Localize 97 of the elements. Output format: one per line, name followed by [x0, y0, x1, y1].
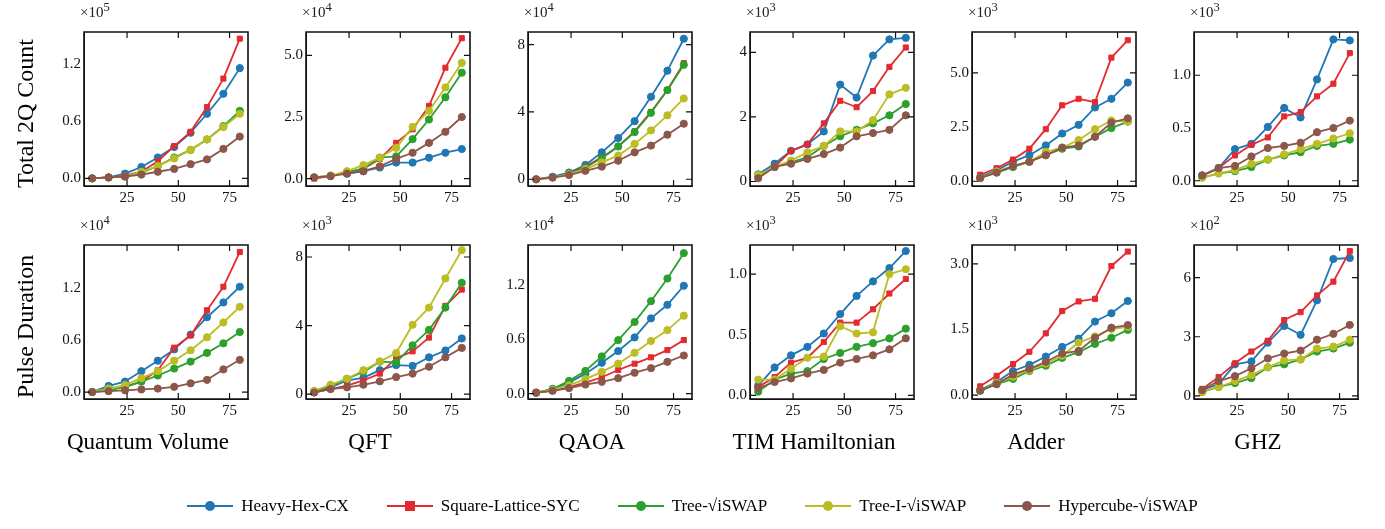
x-tick-label: 50	[836, 188, 852, 205]
x-axis-title: QFT	[347, 429, 393, 455]
x-tick-label: 25	[1007, 188, 1023, 205]
text: ×10$^{4}$	[80, 213, 110, 234]
y-tick-label: 0.6	[506, 330, 526, 347]
y-tick-label: 8	[517, 35, 525, 52]
y-tick-label: 6	[1183, 268, 1192, 285]
x-tick-label: 25	[119, 401, 135, 418]
y-tick-label: 4	[295, 316, 304, 333]
y-tick-label: 1.2	[62, 278, 81, 295]
text: ×10$^{3}$	[968, 213, 998, 234]
x-axis-title: GHZ	[1233, 429, 1283, 455]
x-tick-label: 75	[1110, 401, 1126, 418]
text: ×10$^{5}$	[80, 0, 110, 21]
text: ×10$^{4}$	[302, 0, 332, 21]
x-tick-label: 25	[341, 188, 357, 205]
text: ×10$^{2}$	[1190, 213, 1220, 234]
y-tick-label: 0	[739, 172, 747, 189]
x-tick-label: 75	[222, 188, 238, 205]
x-tick-label: 50	[614, 401, 630, 418]
legend-label: Tree-√iSWAP	[671, 496, 768, 516]
x-tick-label: 25	[563, 401, 579, 418]
y-tick-label: 0.0	[728, 386, 747, 403]
y-tick-label: 0.0	[62, 169, 81, 186]
text: ×10$^{3}$	[1190, 0, 1220, 21]
y-tick-label: 0	[295, 385, 303, 402]
x-tick-label: 50	[392, 401, 408, 418]
x-tick-label: 75	[444, 401, 460, 418]
x-tick-label: 75	[888, 401, 904, 418]
x-tick-label: 75	[444, 188, 460, 205]
x-tick-label: 25	[341, 401, 357, 418]
y-tick-label: 1.0	[728, 265, 747, 282]
legend-label: Square-Lattice-SYC	[440, 496, 580, 516]
y-tick-label: 0.6	[62, 112, 82, 129]
y-tick-label: 5.0	[284, 46, 303, 63]
text: ×10$^{3}$	[968, 0, 998, 21]
y-tick-label: 1.5	[950, 320, 969, 337]
y-tick-label: 2.5	[284, 107, 303, 124]
text: ×10$^{4}$	[524, 213, 554, 234]
y-axis-title: Pulse Duration	[11, 253, 39, 401]
y-axis-title: Total 2Q Count	[11, 38, 39, 190]
x-tick-label: 25	[785, 188, 801, 205]
y-tick-label: 0.0	[950, 172, 969, 189]
x-tick-label: 75	[666, 401, 682, 418]
y-tick-label: 0.6	[62, 330, 82, 347]
x-tick-label: 25	[563, 188, 579, 205]
x-axis-title: Adder	[1006, 429, 1066, 455]
legend-label: Heavy-Hex-CX	[241, 496, 349, 516]
x-tick-label: 25	[119, 188, 135, 205]
x-tick-label: 75	[222, 401, 238, 418]
x-tick-label: 75	[1110, 188, 1126, 205]
x-tick-label: 75	[666, 188, 682, 205]
text: ×10$^{3}$	[302, 213, 332, 234]
x-tick-label: 50	[170, 401, 186, 418]
x-tick-label: 25	[1229, 188, 1245, 205]
y-tick-label: 0.0	[950, 386, 969, 402]
x-tick-label: 75	[1332, 188, 1348, 205]
legend-label: Tree-I-√iSWAP	[859, 496, 967, 516]
legend-label: Hypercube-√iSWAP	[1058, 496, 1198, 516]
x-tick-label: 50	[1280, 188, 1296, 205]
y-tick-label: 0.0	[62, 382, 81, 399]
y-tick-label: 4	[739, 43, 748, 60]
y-tick-label: 0	[1183, 386, 1191, 403]
y-tick-label: 0.0	[1172, 171, 1191, 188]
y-tick-label: 0	[517, 170, 525, 187]
x-tick-label: 25	[1229, 401, 1245, 418]
text: ×10$^{3}$	[746, 0, 776, 21]
y-tick-label: 5.0	[950, 63, 969, 80]
x-tick-label: 25	[1007, 401, 1023, 418]
x-axis-title: QAOA	[557, 429, 627, 455]
x-tick-label: 50	[1058, 188, 1074, 205]
y-tick-label: 8	[295, 247, 303, 264]
y-tick-label: 0.5	[728, 325, 747, 342]
x-tick-label: 75	[888, 188, 904, 205]
x-tick-label: 50	[1058, 401, 1074, 418]
x-tick-label: 50	[392, 188, 408, 205]
x-axis-title: Quantum Volume	[65, 429, 231, 455]
x-tick-label: 50	[836, 401, 852, 418]
y-tick-label: 3	[1183, 327, 1191, 344]
y-tick-label: 3.0	[950, 254, 969, 271]
y-tick-label: 1.0	[1172, 66, 1191, 83]
text: ×10$^{4}$	[524, 0, 554, 21]
y-tick-label: 1.2	[506, 275, 525, 292]
x-tick-label: 25	[785, 401, 801, 418]
x-tick-label: 50	[1280, 401, 1296, 418]
y-tick-label: 2	[739, 107, 747, 124]
y-tick-label: 0.0	[284, 169, 303, 186]
text: ×10$^{3}$	[746, 213, 776, 234]
x-tick-label: 50	[170, 188, 186, 205]
y-tick-label: 0.0	[506, 384, 525, 401]
y-tick-label: 2.5	[950, 117, 969, 134]
y-tick-label: 0.5	[1172, 118, 1191, 135]
y-tick-label: 4	[517, 102, 526, 119]
x-axis-title: TIM Hamiltonian	[731, 429, 897, 455]
x-tick-label: 50	[614, 188, 630, 205]
x-tick-label: 75	[1332, 401, 1348, 418]
y-tick-label: 1.2	[62, 55, 81, 72]
